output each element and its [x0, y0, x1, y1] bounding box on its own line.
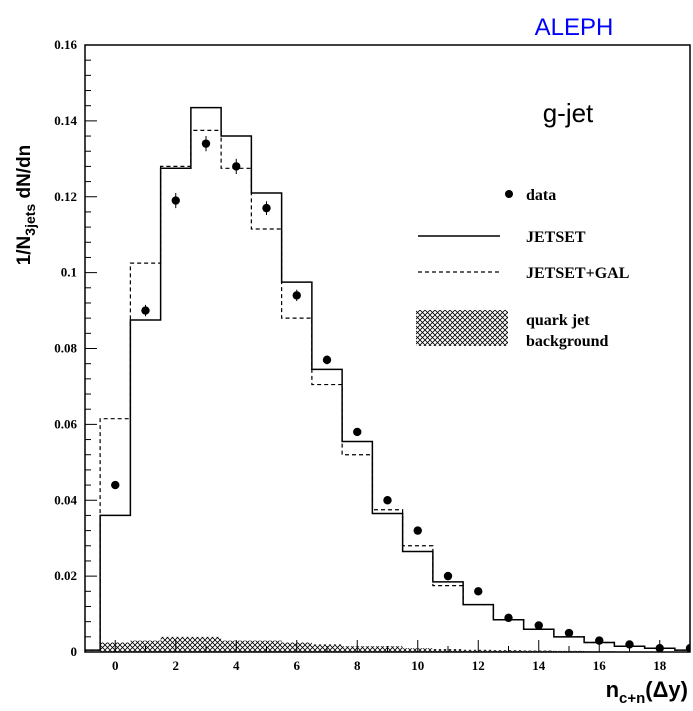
x-tick-label: 16: [593, 658, 607, 673]
series-jetset: [85, 106, 690, 652]
x-axis-title: nc+n(Δy): [606, 677, 688, 707]
y-tick-label: 0.08: [54, 341, 77, 356]
y-tick-label: 0.16: [54, 37, 77, 52]
x-tick-label: 12: [472, 658, 485, 673]
data-point: [534, 621, 543, 630]
data-point: [383, 496, 392, 505]
data-point: [322, 355, 332, 365]
series-jetset-gal: [85, 129, 690, 652]
data-point: [232, 162, 241, 171]
data-point: [685, 644, 690, 652]
data-point: [504, 613, 513, 623]
y-tick-label: 0.04: [54, 492, 77, 507]
legend-jetset-gal-label: JETSET+GAL: [526, 265, 629, 282]
y-axis: 0 0.02 0.04 0.06 0.08 0.1 0.12 0.14 0.16: [54, 37, 97, 659]
legend-data-marker: [505, 190, 513, 198]
x-tick-label: 18: [653, 658, 667, 673]
y-tick-label: 0.1: [61, 265, 77, 280]
x-tick-label: 14: [532, 658, 546, 673]
data-point: [141, 306, 150, 315]
x-tick-label: 10: [411, 658, 424, 673]
y-axis-title: 1/N3jets dN/dn: [14, 145, 38, 266]
legend-jetset-label: JETSET: [526, 229, 586, 246]
data-point: [564, 628, 574, 638]
y-tick-label: 0.12: [54, 189, 77, 204]
data-point: [353, 427, 362, 437]
x-tick-label: 0: [112, 658, 119, 673]
panel-label: g-jet: [543, 98, 594, 128]
data-point: [262, 203, 271, 213]
legend: data JETSET JETSET+GAL quark jet backgro…: [416, 187, 629, 350]
data-points-layer: [111, 136, 690, 652]
histogram-layer: [85, 106, 690, 652]
data-point: [171, 196, 180, 205]
x-axis: 0 2 4 6 8 10 12 14 16 18: [84, 640, 691, 673]
data-point: [474, 587, 483, 596]
x-tick-label: 4: [233, 658, 240, 673]
legend-data-label: data: [526, 187, 556, 204]
y-tick-label: 0.02: [54, 568, 77, 583]
y-tick-label: 0: [71, 644, 78, 659]
x-tick-label: 6: [294, 658, 301, 673]
legend-background-label-line1: quark jet: [526, 312, 590, 329]
data-point: [292, 291, 301, 300]
data-point: [625, 640, 634, 649]
x-tick-label: 8: [354, 658, 361, 673]
data-point: [111, 480, 120, 490]
y-tick-label: 0.14: [54, 113, 77, 128]
x-tick-label: 2: [173, 658, 180, 673]
data-point: [443, 571, 453, 581]
experiment-label: ALEPH: [535, 14, 614, 41]
y-tick-label: 0.06: [54, 416, 77, 431]
data-point: [201, 139, 211, 148]
legend-background-swatch: [416, 310, 508, 346]
data-point: [413, 526, 422, 535]
legend-background-label-line2: background: [526, 333, 609, 350]
